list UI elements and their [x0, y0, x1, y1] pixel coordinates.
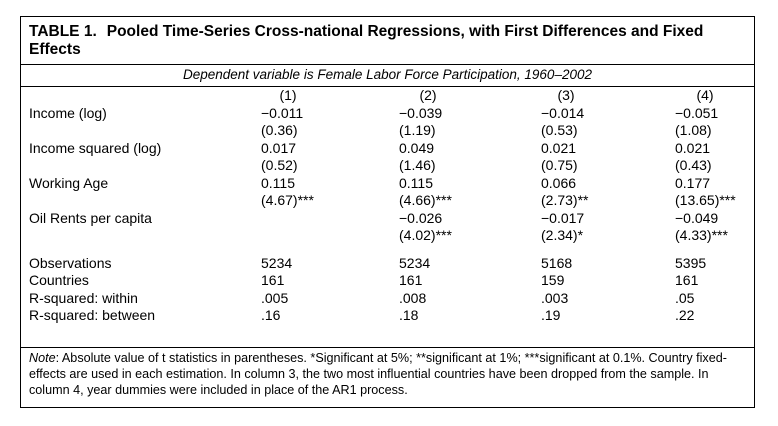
table-cell: .22 [675, 307, 695, 323]
table-subtitle: Dependent variable is Female Labor Force… [182, 67, 592, 82]
row-label: Income (log) [29, 104, 107, 121]
table-cell: 5168 [541, 254, 573, 271]
table-cell: .008 [399, 289, 427, 306]
table-row: Countries 161 161 159 161 [21, 272, 754, 290]
table-title: TABLE 1. Pooled Time-Series Cross-nationa… [29, 23, 749, 59]
table-cell: .005 [261, 289, 289, 306]
table-cell: (1.08) [675, 122, 712, 138]
table-cell: (0.75) [541, 157, 578, 173]
table-cell: .16 [261, 307, 281, 323]
table-cell: (13.65)*** [675, 192, 736, 208]
table-cell: (1.46) [399, 157, 436, 173]
table-cell: .003 [541, 289, 569, 306]
note-label: Note [29, 351, 56, 365]
table-cell: (4.33)*** [675, 227, 728, 243]
table-cell: 0.021 [675, 139, 711, 156]
table-cell: (0.36) [261, 122, 298, 138]
column-header: (4) [696, 87, 714, 103]
table-cell: (0.53) [541, 122, 578, 138]
note-text: : Absolute value of t statistics in pare… [29, 351, 727, 397]
table-row: Observations 5234 5234 5168 5395 [21, 255, 754, 273]
table-cell: 5234 [261, 254, 293, 271]
table-cell: (4.66)*** [399, 192, 452, 208]
table-row: Income squared (log) 0.017 0.049 0.021 0… [21, 140, 754, 158]
table-cell: 0.066 [541, 174, 577, 191]
table-cell: .05 [675, 289, 695, 306]
table-cell: 161 [261, 272, 285, 288]
row-label: Working Age [29, 174, 109, 191]
table-row: (0.52) (1.46) (0.75) (0.43) [21, 157, 754, 175]
table-cell: −0.014 [541, 104, 585, 121]
row-label: R-squared: within [29, 289, 138, 306]
table-cell: .18 [399, 307, 419, 323]
table-row: (4.67)*** (4.66)*** (2.73)** (13.65)*** [21, 192, 754, 210]
table-row: (0.36) (1.19) (0.53) (1.08) [21, 122, 754, 140]
table-row: Oil Rents per capita −0.026 −0.017 −0.04… [21, 210, 754, 228]
table-cell: (0.43) [675, 157, 712, 173]
table-cell: (1.19) [399, 122, 436, 138]
title-rule [21, 64, 754, 65]
table-cell: 0.021 [541, 139, 577, 156]
row-label: R-squared: between [29, 307, 156, 323]
table-cell: 159 [541, 272, 565, 288]
table-title-text: Pooled Time-Series Cross-national Regres… [29, 23, 704, 58]
table-cell: −0.017 [541, 209, 585, 226]
table-cell: (2.73)** [541, 192, 589, 208]
row-label: Income squared (log) [29, 139, 162, 156]
table-cell: −0.039 [399, 104, 443, 121]
table-cell: 0.049 [399, 139, 435, 156]
row-spacer [21, 245, 754, 255]
column-header: (1) [279, 87, 297, 103]
table-row: Income (log) −0.011 −0.039 −0.014 −0.051 [21, 105, 754, 123]
table-cell: 0.115 [261, 174, 295, 191]
table-cell: 5395 [675, 254, 707, 271]
table-cell: .19 [541, 307, 561, 323]
table-cell: (2.34)* [541, 227, 584, 243]
table-cell: 161 [675, 272, 699, 288]
table-cell: (0.52) [261, 157, 298, 173]
table-cell: 5234 [399, 254, 431, 271]
table-cell: −0.026 [399, 209, 443, 226]
table-cell: 0.115 [399, 174, 433, 191]
column-header-row: (1) (2) (3) (4) [21, 87, 754, 105]
table-cell: 161 [399, 272, 423, 288]
table-number: TABLE 1. [29, 23, 97, 40]
table-row: R-squared: between .16 .18 .19 .22 [21, 307, 754, 325]
table-cell: 0.177 [675, 174, 711, 191]
subtitle-rule [21, 86, 754, 87]
column-header: (3) [557, 87, 575, 103]
table-row: (4.02)*** (2.34)* (4.33)*** [21, 227, 754, 245]
table-cell: −0.011 [261, 104, 304, 121]
regression-table: (1) (2) (3) (4) Income (log) −0.011 −0.0… [21, 87, 754, 325]
table-cell: 0.017 [261, 139, 297, 156]
note-rule [21, 347, 754, 348]
row-label: Countries [29, 272, 89, 288]
row-label: Observations [29, 254, 112, 271]
table-row: Working Age 0.115 0.115 0.066 0.177 [21, 175, 754, 193]
table-cell: −0.051 [675, 104, 719, 121]
table-cell: (4.67)*** [261, 192, 314, 208]
table-frame: TABLE 1. Pooled Time-Series Cross-nationa… [20, 16, 755, 408]
table-cell: (4.02)*** [399, 227, 452, 243]
column-header: (2) [419, 87, 437, 103]
table-note: Note: Absolute value of t statistics in … [29, 350, 751, 398]
row-label: Oil Rents per capita [29, 209, 152, 226]
table-row: R-squared: within .005 .008 .003 .05 [21, 290, 754, 308]
table-cell: −0.049 [675, 209, 719, 226]
